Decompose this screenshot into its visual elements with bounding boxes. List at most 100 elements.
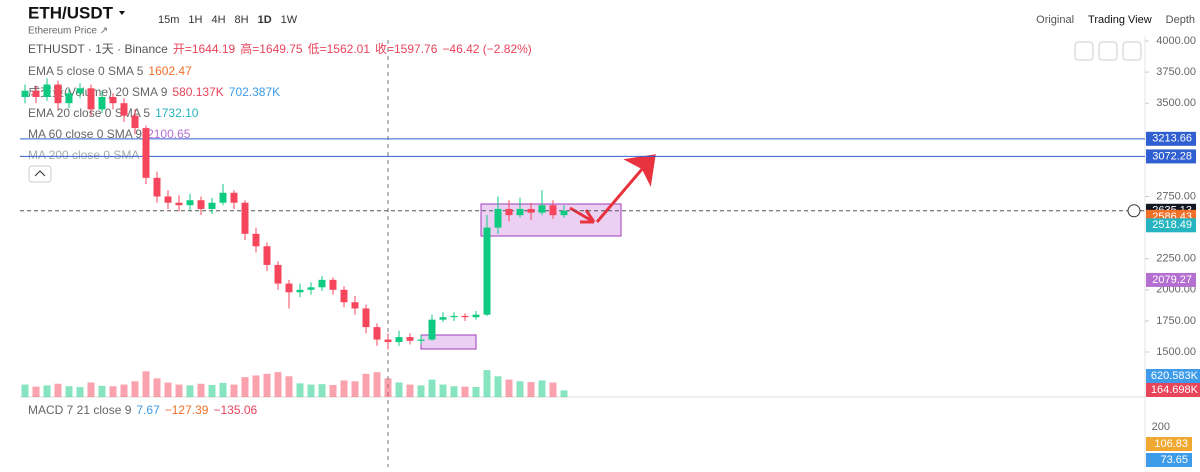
candle-body [560,210,568,216]
badge-label: 2518.49 [1152,219,1192,231]
volume-bar [230,384,238,397]
volume-bar [384,378,392,397]
candle-body [450,315,458,318]
refresh-button[interactable] [1122,41,1142,61]
y-tick-label: 1750.00 [1156,315,1196,327]
macd-badge [1146,453,1192,467]
price-badge [1146,131,1196,146]
candle-body [54,84,62,104]
pair-title[interactable]: ETH/USDT [28,3,114,22]
candle-body [76,88,84,94]
candle-body [351,302,359,309]
price-badge [1146,149,1196,164]
volume-bar [527,382,535,397]
interval-button[interactable]: 1D [258,14,272,26]
legend-text: 开=1644.19 [173,42,236,56]
candle-body [120,103,128,116]
volume-bar [208,384,216,397]
volume-bar [219,382,227,397]
interval-button[interactable]: 8H [235,14,249,26]
candle-body [186,200,194,206]
candle-body [417,339,425,341]
candle-body [549,205,557,216]
candle-body [274,264,282,284]
volume-bar [131,381,139,397]
volume-bar [263,373,271,397]
candle-body [65,93,73,104]
candle-body [285,283,293,293]
legend-text: MA 200 close 0 SMA 9 [28,148,149,162]
collapse-icon [34,170,46,177]
badge-label: 620.583K [1151,370,1199,382]
volume-badge [1146,369,1200,383]
candle-body [362,308,370,328]
volume-bar [164,382,172,397]
volume-bar [197,383,205,397]
volume-bar [142,371,150,397]
candle-body [516,208,524,216]
legend-text: 高=1649.75 [240,41,303,56]
volume-bar [538,380,546,397]
volume-bar [318,384,326,397]
collapse-button[interactable] [28,165,52,183]
view-tab[interactable]: Depth [1166,14,1195,26]
interval-button[interactable]: 4H [211,14,225,26]
volume-bar [505,379,513,397]
y-tick-label: 4000.00 [1156,35,1196,47]
candle-body [98,96,106,110]
interval-button[interactable]: 1W [281,14,298,26]
volume-bar [252,375,260,397]
pair-dropdown[interactable] [119,11,125,15]
candle-body [439,317,447,320]
volume-bar [241,377,249,397]
candle-body [296,289,304,293]
pair-subtitle[interactable]: Ethereum Price ↗ [28,26,108,37]
volume-bar [98,385,106,397]
y-tick-label: 2250.00 [1156,253,1196,265]
add-alert[interactable] [1127,204,1141,218]
candle-body [472,314,480,318]
volume-bar [417,385,425,397]
volume-bar [373,372,381,397]
y-tick-label: 3750.00 [1156,66,1196,78]
candle-body [131,115,139,129]
view-tab[interactable]: Original [1036,14,1074,26]
volume-bar [450,386,458,397]
legend-text: 1602.47 [148,64,192,78]
candle-body [384,339,392,343]
interval-button[interactable]: 15m [158,14,179,26]
macd-tick-label: 200 [1152,421,1170,433]
legend-text: MACD 7 21 close 9 [28,403,132,417]
y-tick-label: 1500.00 [1156,346,1196,358]
candle-body [197,200,205,209]
legend-text: −127.39 [165,403,209,417]
volume-bar [395,382,403,397]
price-badge [1146,272,1196,287]
interval-button[interactable]: 1H [188,14,202,26]
volume-bar [109,386,117,397]
candle-body [230,192,238,203]
legend-text: −46.42 (−2.82%) [442,42,531,56]
candle-body [208,202,216,209]
candle-body [219,192,227,203]
badge-label: 164.698K [1151,384,1199,396]
volume-bar [560,390,568,397]
candle-body [142,128,150,178]
candle-body [461,315,469,318]
candle-body [505,208,513,216]
candle-body [164,196,172,203]
candle-body [373,327,381,340]
candle-body [175,202,183,206]
volume-bar [285,376,293,397]
candle-body [307,287,315,290]
legend-text: 1732.10 [155,106,199,120]
fullscreen-button[interactable] [1098,41,1118,61]
candle-body [329,279,337,290]
legend-text: EMA 20 close 0 SMA 5 [28,106,150,120]
volume-bar [175,384,183,397]
view-tab[interactable]: Trading View [1088,14,1152,26]
legend-text: 2100.65 [147,127,191,141]
scroll-button[interactable] [1074,41,1094,61]
badge-label: 3213.66 [1152,133,1192,145]
